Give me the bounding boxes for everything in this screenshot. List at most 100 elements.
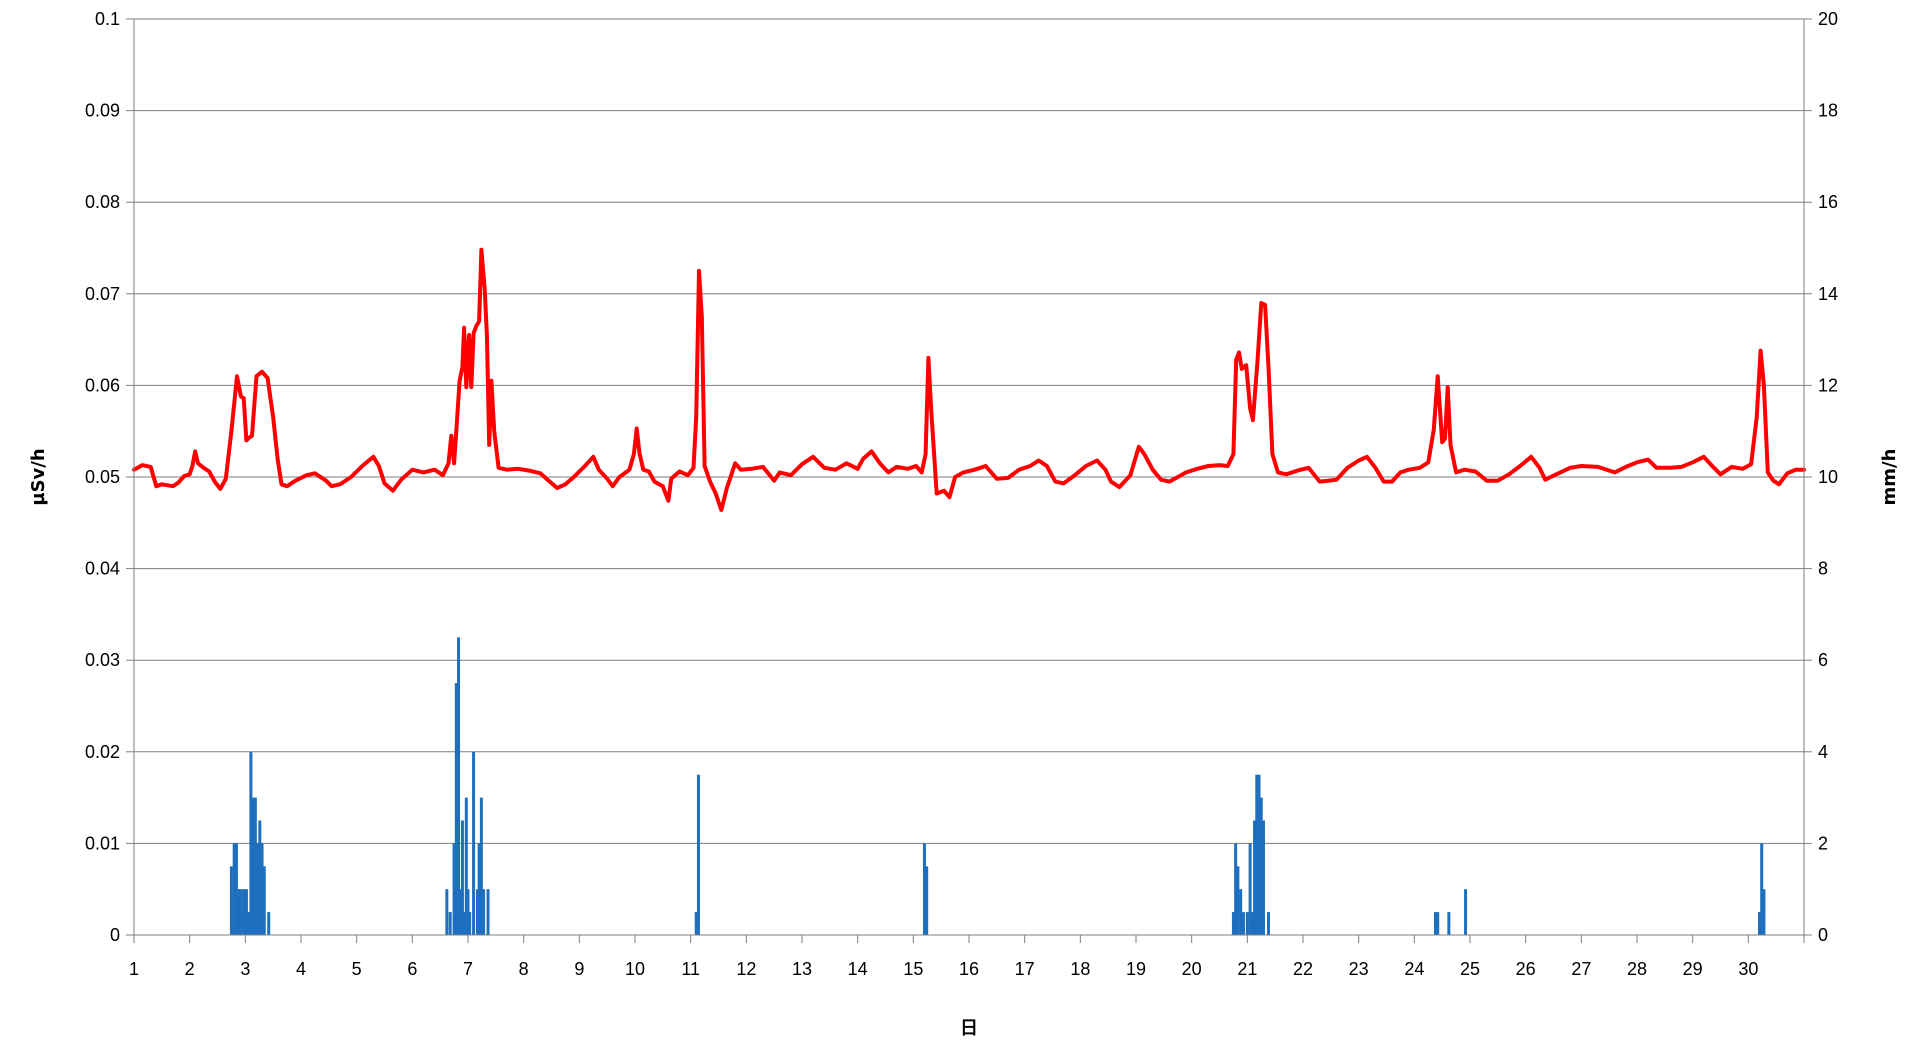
y-left-tick-label: 0.05 — [85, 467, 120, 487]
rain-bar — [267, 912, 271, 935]
rain-bar — [1261, 820, 1265, 935]
x-tick-label: 11 — [681, 959, 700, 979]
rain-bar — [1234, 843, 1238, 935]
x-tick-label: 17 — [1015, 959, 1035, 979]
y-axis-right-title: mm/h — [1879, 449, 1900, 506]
x-tick-label: 30 — [1738, 959, 1758, 979]
x-tick-label: 28 — [1627, 959, 1647, 979]
rain-bar — [448, 912, 452, 935]
rain-bar — [1447, 912, 1451, 935]
rain-bar — [251, 797, 255, 935]
y-left-tick-label: 0.03 — [85, 650, 120, 670]
rain-bar — [1255, 774, 1259, 935]
x-axis-title: 日 — [960, 1018, 978, 1039]
rain-bar — [1436, 912, 1440, 935]
x-tick-label: 4 — [296, 959, 306, 979]
x-tick-label: 2 — [185, 959, 195, 979]
y-right-tick-label: 8 — [1818, 559, 1828, 579]
x-tick-label: 9 — [574, 959, 584, 979]
tick-labels: 0 00.01 20.02 40.03 60.04 80.05 100.06 120.07 14… — [85, 9, 1838, 979]
y-right-tick-label: 0 — [1818, 925, 1828, 945]
rain-bar — [1257, 774, 1261, 935]
y-right-tick-label: 16 — [1818, 192, 1838, 212]
rain-bar — [452, 843, 456, 935]
x-tick-label: 14 — [848, 959, 868, 979]
rain-bar — [239, 889, 243, 935]
rain-bar — [229, 866, 233, 935]
y-right-tick-label: 4 — [1818, 742, 1828, 762]
y-left-tick-label: 0.09 — [85, 101, 120, 121]
rain-bar — [1248, 843, 1252, 935]
rain-bar — [253, 797, 257, 935]
y-right-tick-label: 14 — [1818, 284, 1838, 304]
rain-bar — [454, 683, 458, 935]
rain-bar — [1266, 912, 1270, 935]
rain-bar — [466, 889, 470, 935]
x-tick-label: 20 — [1182, 959, 1202, 979]
rain-bar — [1245, 912, 1249, 935]
y-left-tick-label: 0.07 — [85, 284, 120, 304]
rain-bars — [229, 637, 1766, 935]
rain-bar — [460, 820, 464, 935]
rain-bar — [457, 637, 461, 935]
rain-bar — [482, 889, 486, 935]
rain-bar — [262, 866, 266, 935]
x-tick-label: 21 — [1237, 959, 1257, 979]
x-tick-label: 7 — [463, 959, 473, 979]
rain-bar — [1253, 820, 1257, 935]
rain-bar — [477, 843, 481, 935]
rain-bar — [247, 912, 251, 935]
rain-bar — [1757, 912, 1761, 935]
rain-bar — [1236, 866, 1240, 935]
y-right-tick-label: 20 — [1818, 9, 1838, 29]
x-tick-label: 26 — [1516, 959, 1536, 979]
y-left-tick-label: 0.06 — [85, 375, 120, 395]
y-right-tick-label: 18 — [1818, 101, 1838, 121]
rain-bar — [1433, 912, 1437, 935]
rain-bar — [242, 889, 246, 935]
rain-bar — [696, 774, 700, 935]
rain-bar — [232, 843, 236, 935]
y-left-tick-label: 0.01 — [85, 833, 120, 853]
y-left-tick-label: 0.08 — [85, 192, 120, 212]
y-right-tick-label: 10 — [1818, 467, 1838, 487]
rain-bar — [1760, 843, 1764, 935]
x-tick-label: 18 — [1070, 959, 1090, 979]
rain-bar — [1239, 889, 1243, 935]
rain-bar — [459, 889, 463, 935]
rain-bar — [260, 843, 264, 935]
x-tick-label: 5 — [352, 959, 362, 979]
x-tick-label: 27 — [1571, 959, 1591, 979]
rain-bar — [464, 797, 468, 935]
rain-bar — [486, 889, 490, 935]
rain-bar — [694, 912, 698, 935]
x-tick-label: 6 — [407, 959, 417, 979]
rain-bar — [244, 889, 248, 935]
x-tick-label: 15 — [903, 959, 923, 979]
rain-bar — [234, 843, 238, 935]
rain-bar — [1464, 889, 1468, 935]
rain-bar — [462, 912, 466, 935]
x-tick-label: 22 — [1293, 959, 1313, 979]
rain-bar — [922, 843, 926, 935]
y-right-tick-label: 12 — [1818, 375, 1838, 395]
x-tick-label: 25 — [1460, 959, 1480, 979]
rain-bar — [1231, 912, 1235, 935]
x-tick-label: 19 — [1126, 959, 1146, 979]
rain-bar — [479, 797, 483, 935]
rain-bar — [475, 889, 479, 935]
rain-bar — [258, 820, 262, 935]
y-left-tick-label: 0 — [110, 925, 120, 945]
x-tick-label: 3 — [240, 959, 250, 979]
gridlines — [134, 18, 1804, 936]
rain-bar — [1259, 797, 1263, 935]
rain-bar — [472, 751, 476, 935]
rain-bar — [1241, 912, 1245, 935]
x-tick-label: 13 — [792, 959, 812, 979]
y-left-tick-label: 0.02 — [85, 742, 120, 762]
axes — [126, 18, 1812, 943]
rain-bar — [925, 866, 929, 935]
y-right-tick-label: 6 — [1818, 650, 1828, 670]
rain-bar — [1762, 889, 1766, 935]
